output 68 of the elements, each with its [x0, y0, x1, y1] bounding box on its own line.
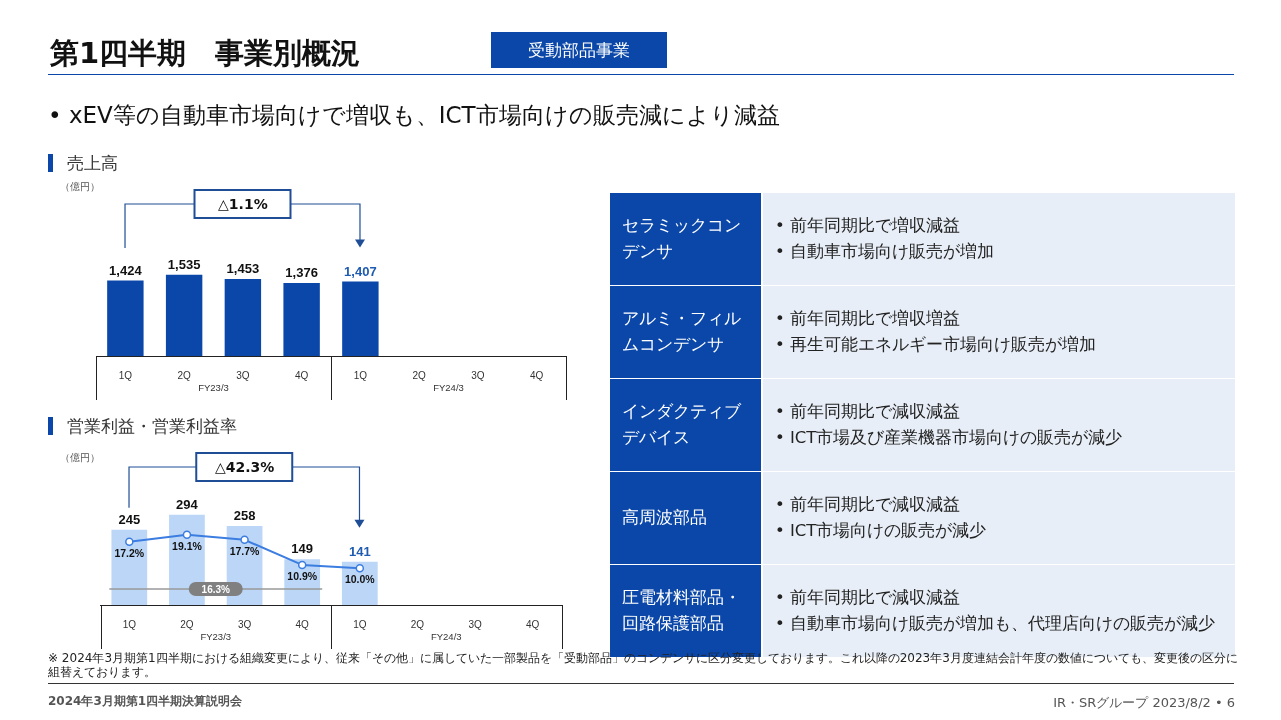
chart-title: 売上高 — [48, 153, 118, 173]
x-tick-label: 4Q — [529, 369, 544, 381]
text: FY23/3 — [198, 381, 229, 393]
data-label: 141 — [348, 543, 371, 559]
text: • 前年同期比で減収減益 — [775, 588, 960, 607]
data-label: 10.0% — [344, 573, 376, 586]
data-label: 17.2% — [114, 546, 145, 559]
text: IR・SRグループ 2023/8/2 • 6 — [1053, 694, 1235, 712]
text: • 前年同期比で減収減益 — [775, 402, 960, 421]
category-label: 圧電材料部品・回路保護部品 — [622, 587, 742, 635]
category-label: インダクティブデバイス — [622, 401, 742, 449]
data-label: 1,453 — [226, 261, 260, 277]
data-label: 1,535 — [167, 256, 201, 272]
text: FY23/3 — [200, 630, 232, 642]
point — [182, 530, 192, 539]
text: • 自動車市場向け販売が増加も、代理店向けの販売が減少 — [775, 614, 1215, 633]
data-label: 1,376 — [285, 265, 318, 281]
x-tick-label: 4Q — [294, 369, 309, 381]
data-label: 149 — [291, 541, 314, 557]
text: • 前年同期比で増収減益 — [775, 216, 960, 235]
text: • 前年同期比で増収増益 — [775, 309, 960, 328]
x-tick-label: 3Q — [471, 369, 485, 381]
x-tick-label: 2Q — [412, 369, 427, 381]
text: • 自動車市場向け販売が増加 — [775, 242, 994, 261]
text: • ICT市場向けの販売が減少 — [775, 521, 987, 540]
data-label: 294 — [176, 496, 199, 512]
chart-title: 営業利益・営業利益率 — [48, 416, 237, 436]
category-label: セラミックコンデンサ — [622, 215, 742, 263]
y-axis-title: （億円） — [60, 180, 100, 194]
text: △42.3% — [196, 453, 293, 481]
text: FY24/3 — [430, 630, 462, 642]
data-label: 258 — [233, 507, 256, 523]
annotation: 16.3% — [201, 583, 231, 595]
data-label: 1,424 — [109, 262, 143, 278]
x-tick-label: 4Q — [526, 618, 540, 630]
y-axis-title: （億円） — [60, 451, 100, 465]
x-tick-label: 2Q — [410, 618, 425, 630]
text: 受動部品事業 — [491, 32, 667, 68]
point — [355, 563, 365, 573]
text: FY24/3 — [433, 381, 464, 393]
category-label: 高周波部品 — [622, 507, 708, 529]
x-tick-label: 4Q — [295, 618, 310, 630]
data-label: 17.7% — [229, 545, 261, 557]
data-label: 19.1% — [172, 539, 203, 552]
text: • xEV等の自動車市場向けで増収も、ICT市場向けの販売減により減益 — [48, 101, 780, 130]
x-tick-label: 3Q — [468, 618, 482, 630]
point — [125, 537, 134, 546]
point — [297, 560, 307, 570]
point — [240, 535, 249, 545]
text: △1.1% — [194, 190, 291, 218]
text: • 前年同期比で減収減益 — [775, 495, 960, 514]
data-label: 1,407 — [344, 263, 377, 279]
x-tick-label: 1Q — [118, 369, 133, 381]
bar — [111, 529, 148, 605]
x-tick-label: 2Q — [180, 618, 194, 630]
text: 2024年3月期第1四半期決算説明会 — [48, 693, 243, 710]
text: 第1四半期 事業別概況 — [50, 35, 361, 72]
category-label: アルミ・フィルムコンデンサ — [622, 308, 742, 356]
data-label: 245 — [118, 511, 141, 527]
x-tick-label: 3Q — [237, 618, 252, 630]
x-tick-label: 1Q — [122, 618, 137, 630]
data-label: 10.9% — [287, 570, 318, 583]
x-tick-label: 1Q — [353, 618, 367, 630]
text: • 再生可能エネルギー市場向け販売が増加 — [775, 335, 1096, 354]
x-tick-label: 3Q — [236, 369, 250, 381]
text: • ICT市場及び産業機器市場向けの販売が減少 — [775, 428, 1123, 447]
x-tick-label: 1Q — [353, 369, 368, 381]
x-tick-label: 2Q — [177, 369, 192, 381]
